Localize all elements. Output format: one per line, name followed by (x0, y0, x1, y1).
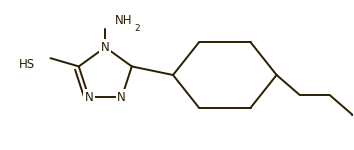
Text: N: N (117, 91, 126, 104)
Text: 2: 2 (134, 24, 140, 33)
Text: N: N (85, 91, 93, 104)
Text: HS: HS (19, 58, 35, 71)
Text: N: N (101, 41, 110, 54)
Text: NH: NH (115, 14, 133, 27)
